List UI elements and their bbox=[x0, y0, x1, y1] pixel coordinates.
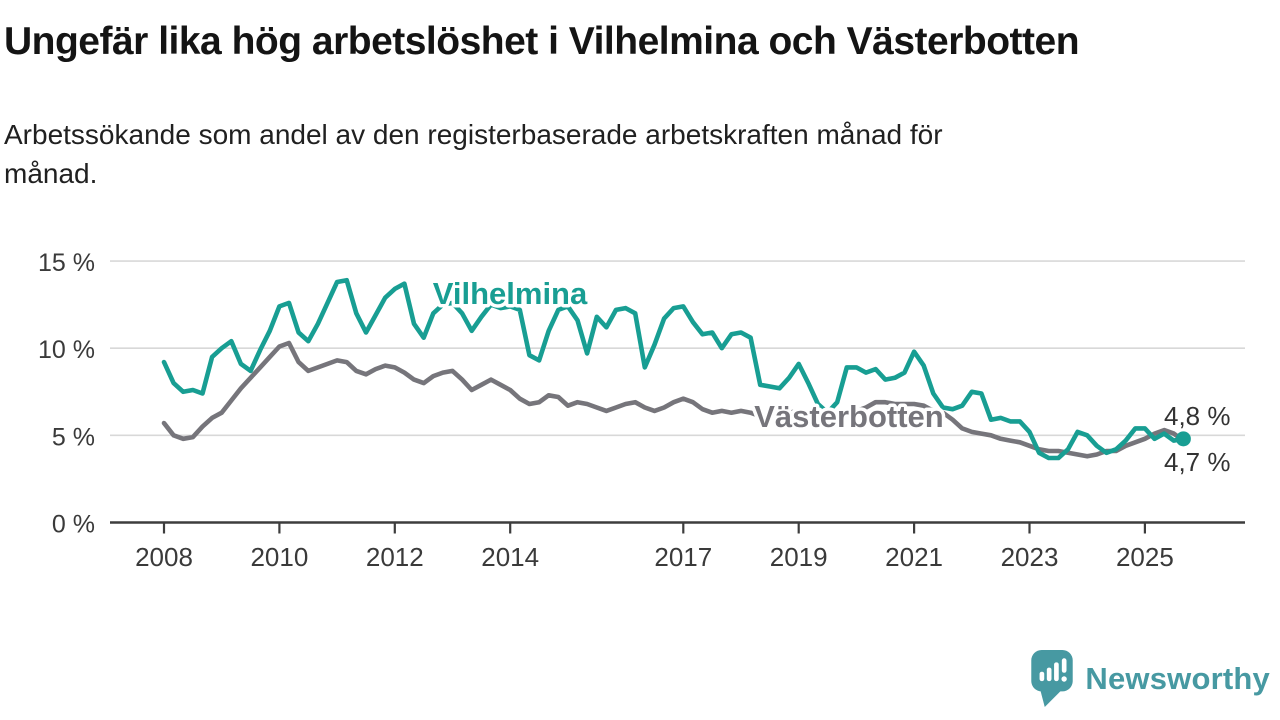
end-value-label-västerbotten: 4,7 % bbox=[1164, 447, 1231, 477]
series-label-västerbotten: Västerbotten bbox=[754, 399, 943, 434]
x-tick-label-2019: 2019 bbox=[770, 542, 828, 572]
x-tick-label-2021: 2021 bbox=[885, 542, 943, 572]
chart-subtitle-line2: månad. bbox=[4, 157, 98, 189]
end-value-label-vilhelmina: 4,8 % bbox=[1164, 401, 1231, 431]
series-label-vilhelmina: Vilhelmina bbox=[433, 276, 588, 311]
x-tick-label-2017: 2017 bbox=[654, 542, 712, 572]
x-tick-label-2008: 2008 bbox=[135, 542, 193, 572]
chart-title: Ungefär lika hög arbetslöshet i Vilhelmi… bbox=[4, 20, 1080, 63]
chart-subtitle-line1: Arbetssökande som andel av den registerb… bbox=[4, 119, 943, 150]
newsworthy-branding: Newsworthy bbox=[1029, 650, 1270, 708]
x-tick-label-2010: 2010 bbox=[250, 542, 308, 572]
y-tick-label-5: 5 % bbox=[52, 423, 95, 451]
y-tick-label-10: 10 % bbox=[38, 336, 95, 364]
x-tick-label-2014: 2014 bbox=[481, 542, 539, 572]
newsworthy-speech-bubble-chart-icon bbox=[1031, 650, 1074, 707]
y-tick-label-0: 0 % bbox=[52, 511, 95, 539]
series-end-dot-vilhelmina bbox=[1175, 431, 1191, 447]
chart-subtitle: Arbetssökande som andel av den registerb… bbox=[4, 116, 1204, 193]
x-tick-label-2025: 2025 bbox=[1116, 542, 1174, 572]
brand-name: Newsworthy bbox=[1085, 661, 1270, 696]
x-tick-label-2023: 2023 bbox=[1001, 542, 1059, 572]
unemployment-line-chart: 0 % 5 % 10 % 15 % 2008 2010 2012 2014 2017 2019 20… bbox=[38, 249, 1245, 572]
y-tick-label-15: 15 % bbox=[38, 249, 95, 277]
x-tick-label-2012: 2012 bbox=[366, 542, 424, 572]
series-line-vilhelmina bbox=[161, 277, 1186, 461]
series-line-västerbotten bbox=[161, 340, 1186, 459]
